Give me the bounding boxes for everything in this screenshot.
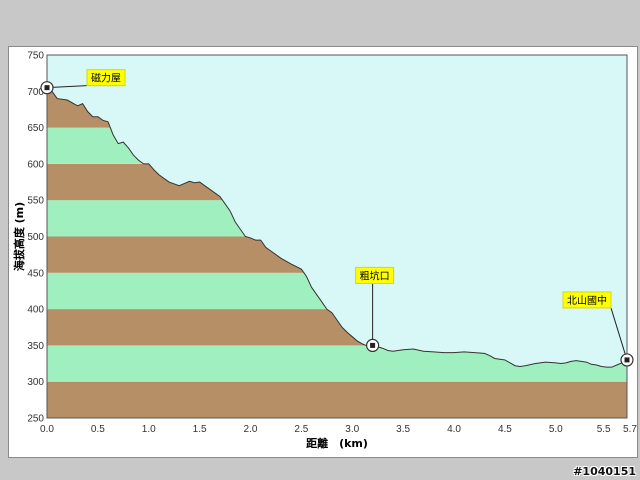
waypoint-marker-dot: [44, 85, 50, 91]
chart-frame: 250 300 350 400 450 500 550 600 650 700 750 0.0 0.5…: [8, 46, 638, 458]
x-axis-title: 距離 (km): [306, 436, 368, 450]
y-tick-label: 500: [27, 232, 44, 243]
y-tick-label: 750: [27, 51, 44, 62]
x-tick-label: 2.5: [294, 424, 308, 435]
x-tick-label: 5.7: [623, 424, 637, 435]
y-tick-label: 400: [27, 305, 44, 316]
x-tick-label: 3.0: [345, 424, 359, 435]
x-tick-label: 2.0: [244, 424, 258, 435]
plot-border: [46, 54, 628, 419]
x-tick-label: 5.0: [549, 424, 563, 435]
y-tick-label: 550: [27, 196, 44, 207]
waypoint-marker-dot: [370, 342, 376, 348]
x-tick-label: 5.5: [597, 424, 611, 435]
annotation-leader: [46, 85, 88, 89]
elevation-band: [47, 381, 627, 418]
sky-area: [47, 55, 627, 368]
y-tick-label: 300: [27, 377, 44, 388]
y-axis-title: 海拔高度 (m): [12, 202, 26, 271]
y-tick-label: 450: [27, 268, 44, 279]
annotation-label: 粗坑口: [360, 269, 390, 282]
x-axis: 0.0 0.5 1.0 1.5 2.0 2.5 3.0 3.5 4.0 4.5 5.0 5.5 5.7: [40, 424, 637, 435]
y-tick-label: 350: [27, 341, 44, 352]
y-tick-label: 600: [27, 159, 44, 170]
elevation-chart: 250 300 350 400 450 500 550 600 650 700 750 0.0 0.5…: [12, 51, 637, 451]
x-tick-label: 0.0: [40, 424, 54, 435]
y-tick-label: 250: [27, 414, 44, 425]
annotation-label-box: [86, 69, 126, 87]
y-axis: 250 300 350 400 450 500 550 600 650 700 750: [27, 51, 44, 425]
x-tick-label: 1.5: [193, 424, 207, 435]
x-tick-label: 1.0: [142, 424, 156, 435]
annotation-label: 磁力屋: [91, 72, 121, 85]
x-tick-label: 0.5: [91, 424, 105, 435]
annotation-label-box: [562, 291, 612, 309]
annotation-label: 北山國中: [567, 294, 607, 307]
y-tick-label: 650: [27, 123, 44, 134]
elevation-profile-line: [46, 87, 628, 368]
x-tick-label: 4.0: [447, 424, 461, 435]
annotation-label-box: [355, 266, 395, 284]
x-tick-label: 4.5: [498, 424, 512, 435]
watermark-id: #1040151: [573, 465, 636, 478]
x-tick-label: 3.5: [396, 424, 410, 435]
annotation-leader: [610, 307, 628, 361]
waypoint-marker-dot: [624, 357, 630, 363]
y-tick-label: 700: [27, 87, 44, 98]
